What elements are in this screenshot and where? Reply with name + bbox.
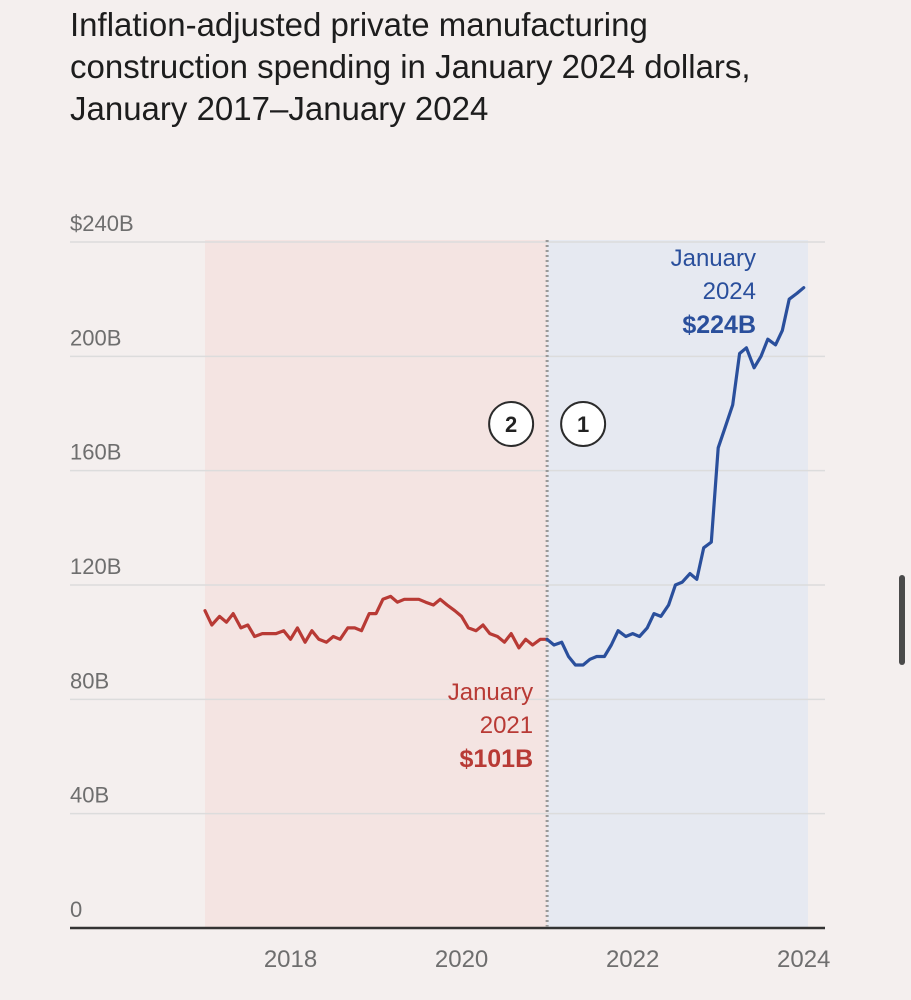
annotation-value: $224B — [682, 311, 756, 339]
marker-1: 1 — [561, 402, 605, 446]
y-tick-label: 200B — [70, 325, 121, 350]
annotation-value: $101B — [459, 745, 533, 773]
y-tick-label: 0 — [70, 897, 82, 922]
y-tick-label: 160B — [70, 440, 121, 465]
x-tick-label: 2022 — [606, 946, 659, 973]
y-tick-label: 80B — [70, 668, 109, 693]
annotation-label: January — [448, 679, 533, 706]
marker-label: 2 — [505, 412, 517, 437]
annotation-label: 2024 — [703, 278, 756, 305]
marker-label: 1 — [577, 412, 589, 437]
x-tick-label: 2020 — [435, 946, 488, 973]
x-tick-label: 2024 — [777, 946, 830, 973]
x-tick-label: 2018 — [264, 946, 317, 973]
annotation-label: 2021 — [480, 712, 533, 739]
annotation-label: January — [671, 245, 756, 272]
y-tick-label: $240B — [70, 211, 134, 236]
y-tick-label: 40B — [70, 783, 109, 808]
y-tick-label: 120B — [70, 554, 121, 579]
marker-2: 2 — [489, 402, 533, 446]
before-period-band — [205, 240, 547, 928]
scrollbar[interactable] — [899, 575, 905, 665]
